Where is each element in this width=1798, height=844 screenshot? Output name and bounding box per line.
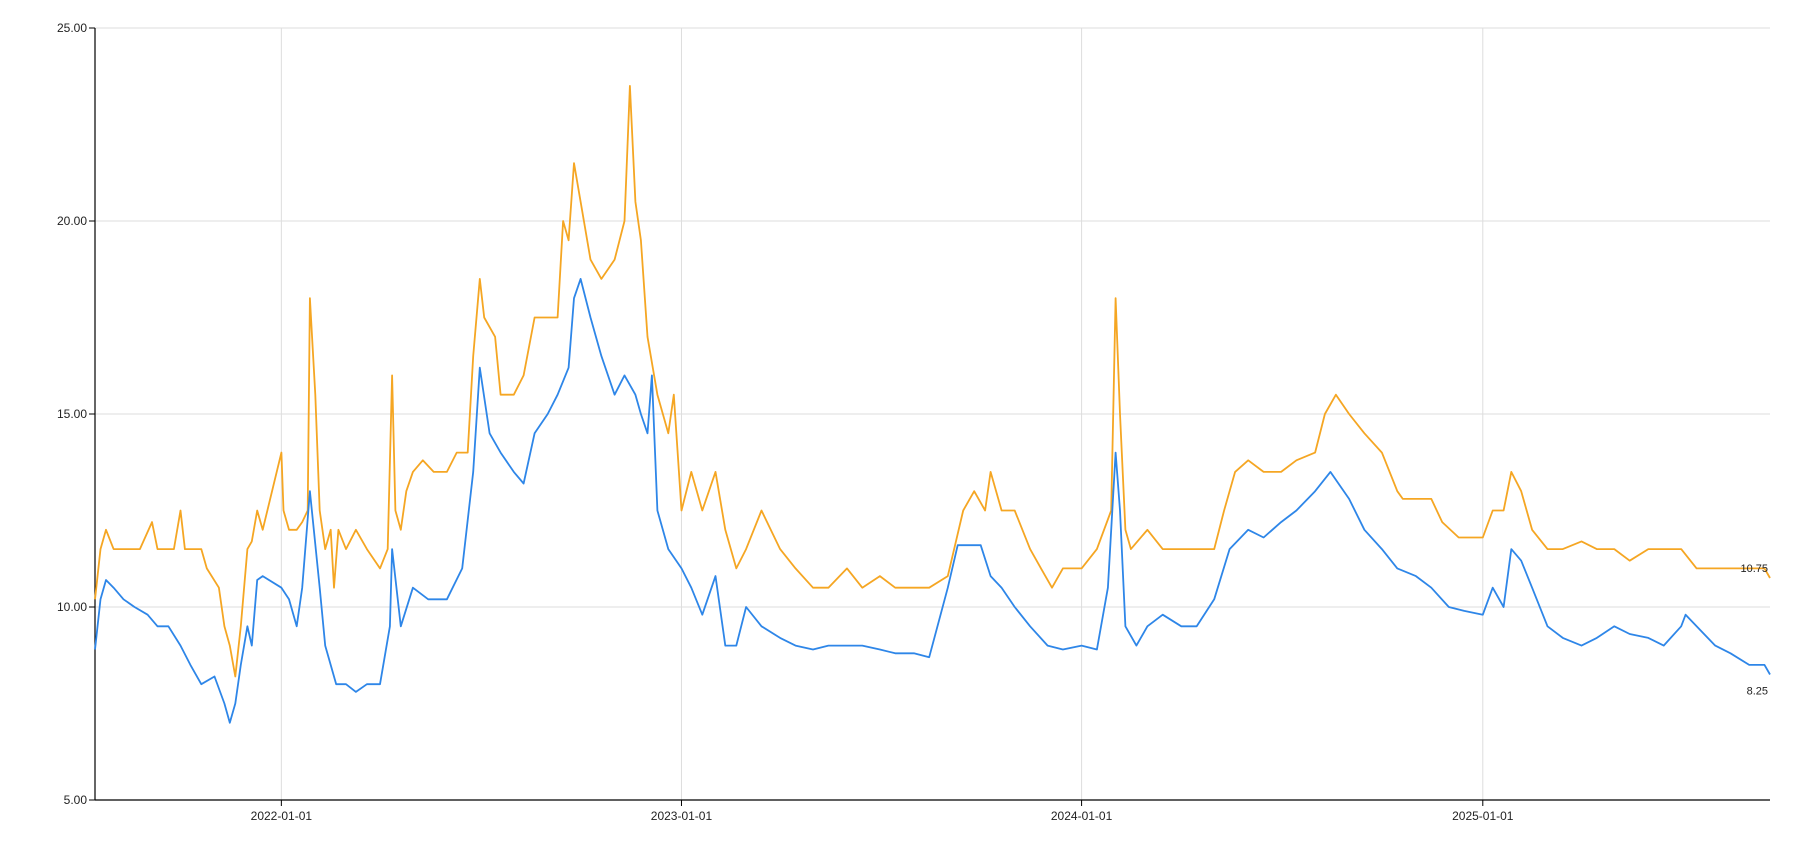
- y-tick-label: 20.00: [57, 214, 87, 228]
- series-line-blue: [94, 278, 1771, 724]
- axes: [89, 27, 1770, 806]
- y-tick-label: 5.00: [64, 793, 88, 807]
- x-tick-label: 2025-01-01: [1452, 809, 1514, 823]
- end-value-label: 10.75: [1740, 563, 1768, 575]
- grid-lines: [95, 27, 1770, 800]
- series-lines: [94, 85, 1771, 724]
- x-tick-label: 2024-01-01: [1051, 809, 1113, 823]
- labels: 5.00 10.00 15.00 20.00 25.00 2022-01-01 2023-0…: [57, 21, 1768, 823]
- y-tick-label: 10.00: [57, 600, 87, 614]
- end-value-label: 8.25: [1747, 686, 1768, 698]
- x-tick-label: 2022-01-01: [251, 809, 313, 823]
- y-tick-label: 25.00: [57, 21, 87, 35]
- x-tick-label: 2023-01-01: [651, 809, 713, 823]
- y-tick-label: 15.00: [57, 407, 87, 421]
- series-line-orange: [94, 85, 1771, 678]
